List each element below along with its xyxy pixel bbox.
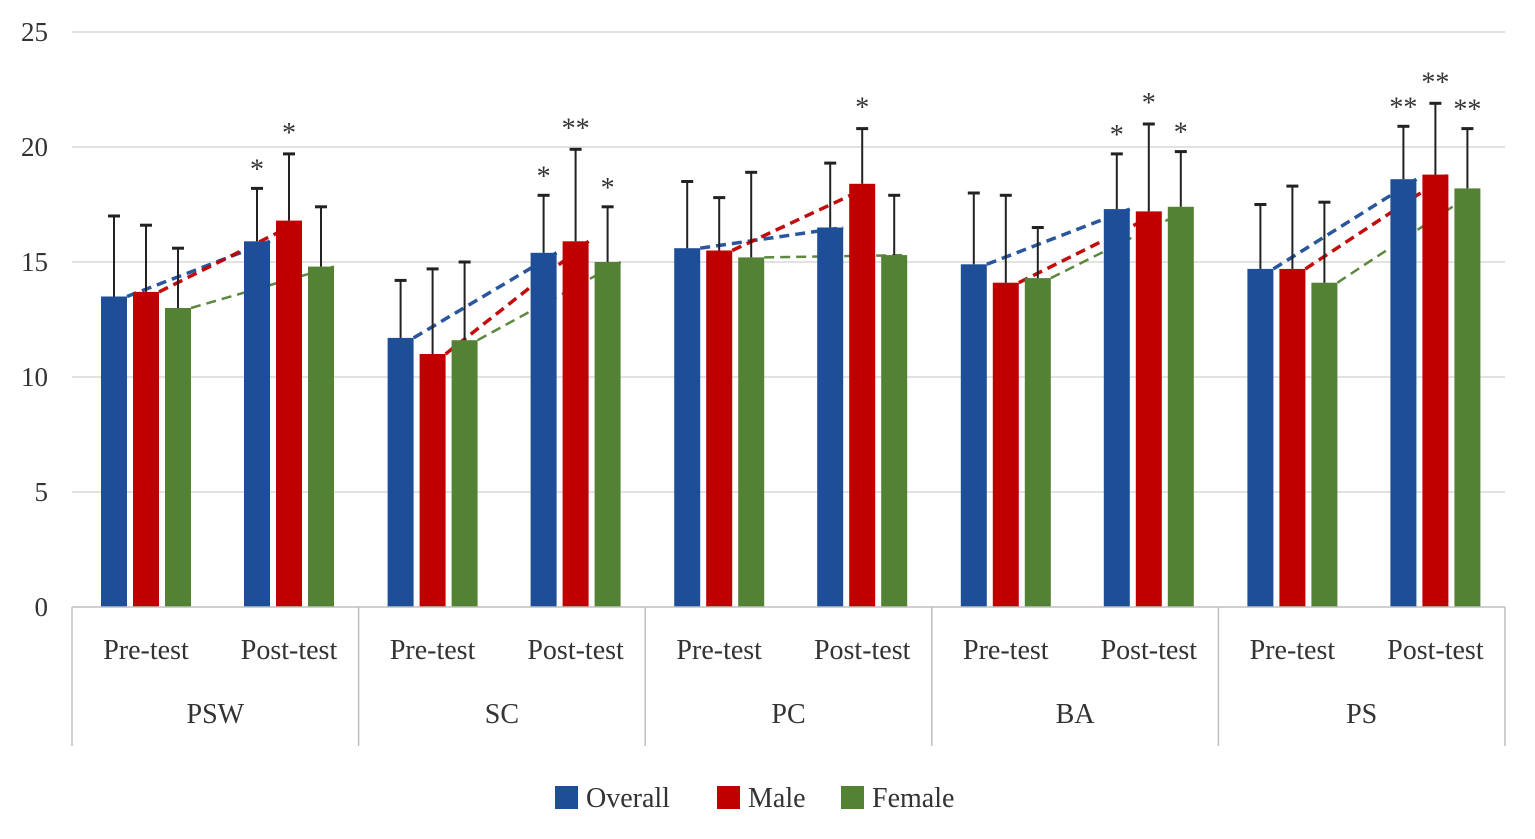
x-group-label: SC xyxy=(485,699,519,730)
bar-female xyxy=(1311,282,1338,607)
significance-marker: ** xyxy=(562,113,590,144)
x-subcategory-label: Post-test xyxy=(1101,635,1198,666)
y-tick-label: 0 xyxy=(35,592,49,622)
bar-male xyxy=(1135,211,1162,607)
bar-male xyxy=(562,241,589,608)
bar-overall xyxy=(1390,179,1417,607)
trend-line-male xyxy=(1304,173,1450,271)
bar-male xyxy=(706,250,733,607)
bar-female xyxy=(1167,206,1194,608)
x-subcategory-label: Pre-test xyxy=(676,635,762,666)
x-subcategory-label: Post-test xyxy=(241,635,338,666)
y-tick-label: 15 xyxy=(21,247,48,277)
x-group-label: PS xyxy=(1346,699,1377,730)
bar-overall xyxy=(674,248,701,607)
legend-label: Overall xyxy=(586,783,670,814)
bar-female xyxy=(594,262,621,607)
significance-marker: ** xyxy=(1389,92,1417,123)
legend: Overall Male Female xyxy=(555,783,954,814)
legend-label: Female xyxy=(872,783,954,814)
bar-male xyxy=(276,220,302,607)
bar-female xyxy=(1024,278,1051,607)
bar-female xyxy=(308,266,334,607)
y-axis-ticks: 0 5 10 15 20 25 xyxy=(21,17,48,622)
bar-male xyxy=(419,354,446,607)
x-group-label: PSW xyxy=(187,699,245,730)
trend-line-overall xyxy=(412,251,558,340)
trend-line-overall xyxy=(1272,177,1418,271)
y-tick-label: 20 xyxy=(21,132,48,162)
bar-female xyxy=(881,255,908,607)
x-subcategory-label: Pre-test xyxy=(103,635,189,666)
x-subcategory-label: Pre-test xyxy=(390,635,476,666)
y-tick-label: 10 xyxy=(21,362,48,392)
bar-male xyxy=(849,183,876,608)
bar-male xyxy=(1422,174,1449,607)
bar-overall xyxy=(530,252,557,608)
bar-female xyxy=(165,308,191,607)
legend-label: Male xyxy=(748,783,806,814)
trend-line-overall xyxy=(986,207,1131,266)
significance-marker: * xyxy=(1110,120,1124,151)
x-subcategory-label: Pre-test xyxy=(963,635,1049,666)
significance-marker: * xyxy=(1174,118,1188,149)
bar-overall xyxy=(1103,209,1130,607)
x-group-label: PC xyxy=(771,699,805,730)
significance-marker: * xyxy=(282,118,296,149)
trend-line-overall xyxy=(126,239,271,299)
bar-overall xyxy=(101,296,127,607)
significance-markers: * ***** *** ******* xyxy=(250,67,1481,204)
bar-male xyxy=(992,282,1019,607)
bar-overall xyxy=(817,227,844,607)
bar-overall xyxy=(387,337,414,607)
legend-swatch-overall xyxy=(555,786,578,809)
trend-line-female xyxy=(190,265,335,310)
x-axis: Pre-test Post-test PSW Pre-test Post-test SC P… xyxy=(71,606,1506,746)
significance-marker: * xyxy=(1142,88,1156,119)
x-subcategory-label: Post-test xyxy=(527,635,624,666)
x-group-label: BA xyxy=(1056,699,1096,730)
error-bars xyxy=(108,101,1474,354)
significance-marker: ** xyxy=(1421,67,1449,98)
significance-marker: * xyxy=(537,161,551,192)
significance-marker: * xyxy=(855,93,869,124)
bar-female xyxy=(1454,188,1481,607)
bar-female xyxy=(451,340,478,607)
bar-overall xyxy=(244,241,270,608)
bar-male xyxy=(1279,268,1306,607)
x-subcategory-label: Post-test xyxy=(1387,635,1484,666)
x-subcategory-label: Pre-test xyxy=(1250,635,1336,666)
x-subcategory-label: Post-test xyxy=(814,635,911,666)
bar-overall xyxy=(960,264,987,607)
significance-marker: * xyxy=(601,173,615,204)
y-tick-label: 25 xyxy=(21,17,48,47)
significance-marker: * xyxy=(250,154,264,185)
bars xyxy=(101,174,1481,608)
legend-swatch-female xyxy=(841,786,864,809)
significance-marker: ** xyxy=(1453,95,1481,126)
legend-swatch-male xyxy=(717,786,740,809)
y-tick-label: 5 xyxy=(35,477,49,507)
bar-overall xyxy=(1247,268,1274,607)
bar-female xyxy=(738,257,765,607)
bar-male xyxy=(133,291,159,607)
